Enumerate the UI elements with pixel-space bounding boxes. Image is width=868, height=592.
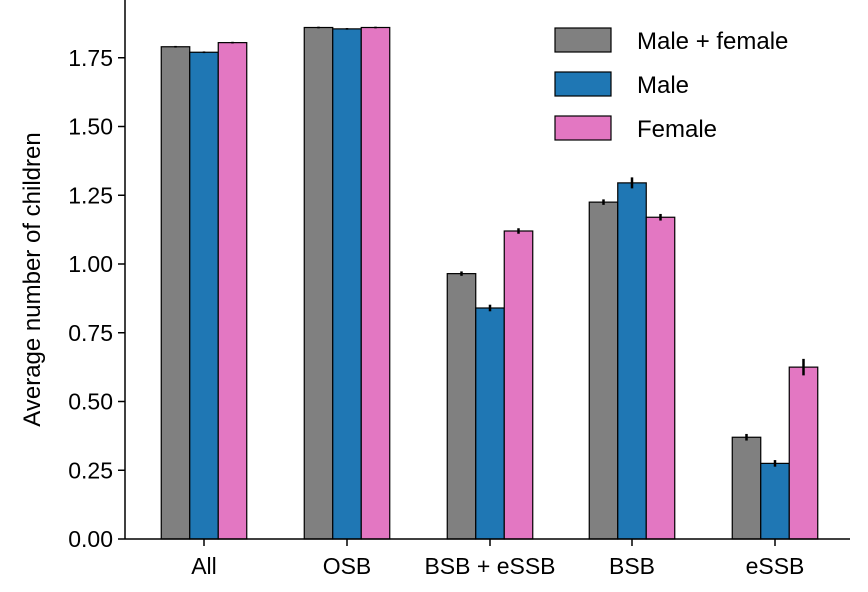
legend-swatch — [554, 71, 612, 97]
y-tick: 1.50 — [68, 114, 125, 140]
bar — [760, 462, 790, 540]
y-tick-label: 1.75 — [68, 45, 113, 71]
y-tick-label: 0.00 — [68, 526, 113, 552]
y-axis-ticks: 0.00 0.25 0.50 0.75 1.00 1.25 1.50 1.75 — [68, 45, 125, 552]
y-tick: 0.75 — [68, 320, 125, 346]
bar-group — [303, 26, 391, 540]
bar — [160, 46, 191, 540]
y-tick-label: 0.50 — [68, 389, 113, 415]
y-tick: 0.25 — [68, 457, 125, 483]
y-tick: 1.00 — [68, 251, 125, 277]
legend: Male + female Male Female — [554, 27, 788, 143]
bar — [645, 216, 676, 540]
x-tick: BSB — [609, 539, 655, 579]
bar-group — [446, 230, 534, 540]
bar-group — [588, 182, 676, 540]
bar — [360, 26, 391, 540]
x-tick-label: All — [191, 553, 217, 579]
y-tick: 0.00 — [68, 526, 125, 552]
x-tick-label: BSB — [609, 553, 655, 579]
bar — [731, 436, 762, 540]
bar — [788, 366, 819, 540]
bar — [189, 51, 219, 540]
legend-swatch — [554, 27, 612, 53]
legend-swatch — [554, 115, 612, 141]
bar-group — [160, 42, 248, 540]
legend-item: Female — [554, 115, 717, 143]
x-tick-label: OSB — [323, 553, 372, 579]
y-tick-label: 0.75 — [68, 320, 113, 346]
x-axis-ticks: All OSB BSB + eSSB BSB eSSB — [191, 539, 804, 579]
legend-item: Male — [554, 71, 689, 99]
legend-item: Male + female — [554, 27, 788, 55]
y-tick: 0.50 — [68, 389, 125, 415]
bar — [475, 307, 505, 540]
y-axis-label: Average number of children — [19, 132, 46, 426]
bar — [503, 230, 534, 540]
x-tick: eSSB — [746, 539, 805, 579]
bar — [588, 201, 619, 540]
legend-label: Male — [637, 72, 689, 99]
bar — [303, 26, 334, 540]
bars-layer — [160, 26, 819, 540]
x-tick: OSB — [323, 539, 372, 579]
bar-group — [731, 366, 819, 540]
y-tick-label: 0.25 — [68, 457, 113, 483]
bar — [217, 42, 248, 540]
bar — [332, 28, 362, 540]
error-bars-layer — [174, 26, 805, 467]
y-tick: 1.75 — [68, 45, 125, 71]
bar — [446, 273, 477, 540]
bar — [617, 182, 647, 540]
legend-label: Male + female — [637, 28, 788, 55]
x-tick: All — [191, 539, 217, 579]
x-tick-label: BSB + eSSB — [424, 553, 555, 579]
y-tick-label: 1.25 — [68, 182, 113, 208]
x-tick: BSB + eSSB — [424, 539, 556, 579]
y-tick-label: 1.50 — [68, 114, 113, 140]
y-tick: 1.25 — [68, 182, 125, 208]
y-tick-label: 1.00 — [68, 251, 113, 277]
legend-label: Female — [637, 116, 717, 143]
x-tick-label: eSSB — [746, 553, 805, 579]
